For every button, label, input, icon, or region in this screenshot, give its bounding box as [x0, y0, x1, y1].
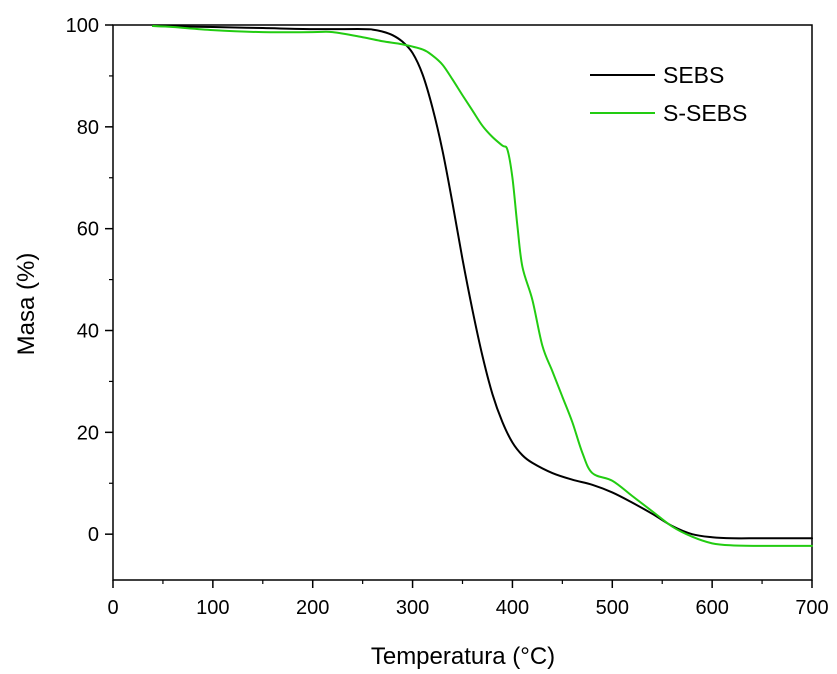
x-axis-label: Temperatura (°C): [371, 643, 555, 669]
x-tick-label: 600: [695, 597, 728, 619]
y-tick-label: 0: [88, 524, 99, 546]
y-tick-label: 40: [77, 321, 99, 343]
series-line-s-sebs: [151, 25, 813, 547]
y-tick-label: 20: [77, 422, 99, 444]
y-axis-label: Masa (%): [13, 253, 40, 356]
series-layer: [151, 25, 813, 547]
x-tick-label: 500: [596, 597, 629, 619]
y-tick-label: 80: [77, 117, 99, 139]
x-tick-label: 400: [496, 597, 529, 619]
x-tick-label: 0: [107, 597, 118, 619]
legend: SEBS S-SEBS: [590, 62, 747, 126]
y-axis-ticks: 0 20 40 60 80 100: [66, 15, 113, 546]
x-axis-ticks: 0 100 200 300 400 500 600 700: [107, 580, 829, 619]
legend-label-sebs: SEBS: [663, 62, 724, 88]
y-tick-label: 60: [77, 219, 99, 241]
x-tick-label: 700: [795, 597, 828, 619]
x-tick-label: 100: [196, 597, 229, 619]
y-tick-label: 100: [66, 15, 99, 37]
x-tick-label: 200: [296, 597, 329, 619]
x-tick-label: 300: [396, 597, 429, 619]
legend-label-s-sebs: S-SEBS: [663, 100, 747, 126]
